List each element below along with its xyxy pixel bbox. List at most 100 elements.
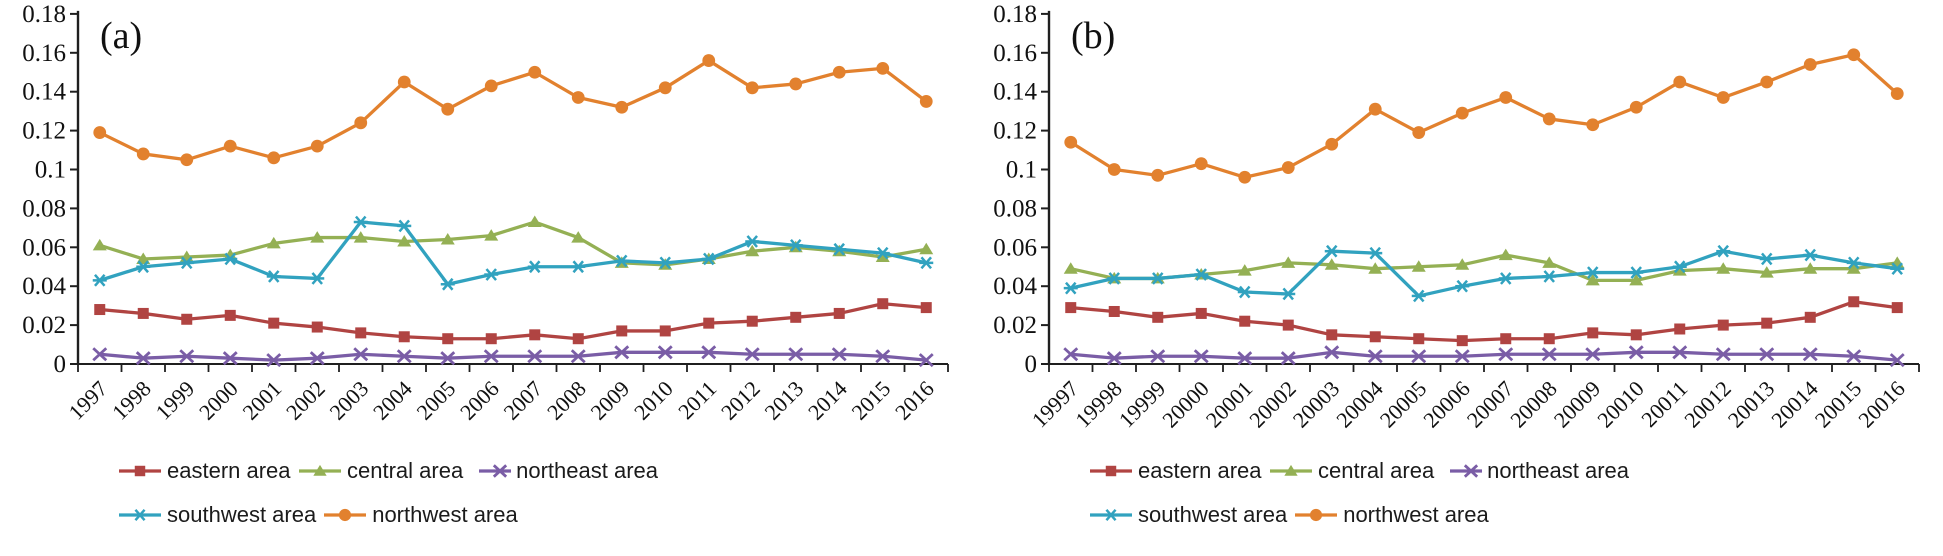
x-marker (918, 353, 934, 368)
star-marker (919, 256, 934, 270)
square-marker (529, 329, 541, 341)
x-tick-label: 20002 (1244, 376, 1301, 433)
x-tick-label: 19999 (1114, 376, 1171, 433)
square-marker (1587, 327, 1599, 339)
x-tick-label: 2005 (411, 376, 460, 425)
star-marker (397, 219, 412, 233)
series-northeast-area-markers (1063, 345, 1905, 368)
square-marker (137, 307, 149, 319)
legend-row: eastern area central area northeast area (1089, 458, 1629, 484)
x-tick-label: 20013 (1723, 376, 1780, 433)
legend-item-northeast-area: northeast area (478, 458, 658, 484)
circle-marker (615, 100, 629, 114)
x-tick-label: 20008 (1505, 376, 1562, 433)
star-marker (1585, 266, 1600, 279)
circle-marker (1107, 163, 1121, 176)
y-tick-label: 0.08 (22, 195, 66, 222)
circle-marker (223, 139, 237, 153)
circle-marker (919, 95, 933, 108)
star-marker (832, 242, 847, 256)
square-marker (790, 311, 802, 323)
y-tick-label: 0.14 (993, 79, 1037, 106)
series-northeast-area-line (1069, 350, 1899, 362)
series-southwest-area-markers (92, 215, 934, 291)
triangle-marker (1716, 262, 1731, 274)
x-tick-label: 20011 (1636, 376, 1692, 432)
triangle-marker (1411, 260, 1426, 272)
triangle-marker (223, 248, 238, 261)
series-central-area-line (98, 220, 928, 267)
triangle-marker (527, 215, 542, 228)
square-marker (94, 304, 106, 316)
circle-marker (1847, 48, 1861, 62)
circle-marker (832, 65, 846, 79)
x-tick-label: 1997 (63, 376, 112, 425)
series-eastern-area-line (1069, 300, 1899, 343)
star-marker (614, 254, 629, 268)
triangle-marker (310, 231, 325, 243)
y-tick-label: 0.08 (993, 195, 1037, 222)
x-tick-label: 20003 (1288, 376, 1345, 433)
x-tick-label: 20000 (1157, 376, 1214, 433)
x-marker (92, 347, 108, 362)
triangle-marker (266, 236, 281, 249)
legend-swatch-x-icon (479, 464, 512, 478)
x-marker (1280, 351, 1296, 366)
series-central-area-markers (1063, 248, 1905, 286)
circle-marker (571, 91, 585, 104)
x-tick-label: 2016 (890, 376, 939, 425)
star-marker (133, 508, 147, 522)
star-marker (136, 260, 151, 274)
x-marker (1541, 347, 1557, 362)
triangle-marker (1585, 273, 1600, 286)
x-marker (1106, 351, 1122, 366)
legend-item-northeast-area: northeast area (1449, 458, 1629, 484)
square-marker (1804, 311, 1816, 323)
series-eastern-area-markers (1065, 296, 1903, 347)
square-marker (746, 315, 758, 327)
circle-marker (397, 75, 411, 89)
x-marker (1150, 349, 1166, 364)
triangle-marker (1063, 262, 1078, 274)
circle-marker (1542, 112, 1556, 126)
series-northeast-area-markers (92, 345, 934, 368)
y-tick-label: 0.04 (993, 273, 1037, 300)
square-marker (485, 333, 497, 345)
x-marker (309, 351, 325, 366)
square-marker (703, 317, 715, 329)
star-marker (1455, 279, 1470, 293)
square-marker (1630, 329, 1642, 341)
star-marker (571, 260, 586, 274)
x-marker (527, 349, 543, 364)
x-marker (788, 347, 804, 362)
x-tick-label: 20016 (1853, 376, 1910, 433)
legend-row: eastern area central area northeast area (118, 458, 658, 484)
square-marker (1761, 317, 1773, 329)
square-marker (1326, 329, 1338, 341)
x-tick-label: 19997 (1027, 376, 1084, 433)
square-marker (442, 333, 454, 345)
legend-label: northeast area (1487, 458, 1629, 483)
legend-label: northwest area (1343, 502, 1489, 527)
star-marker (1803, 248, 1818, 262)
x-tick-label: 2008 (542, 376, 591, 425)
legend-swatch-circle-icon (1295, 508, 1338, 522)
x-tick-label: 2014 (803, 376, 852, 425)
circle-marker (1890, 87, 1904, 101)
triangle-marker (919, 242, 934, 255)
square-marker (1891, 302, 1903, 314)
x-marker (1759, 347, 1775, 362)
triangle-marker (1237, 264, 1252, 276)
x-marker (1454, 349, 1470, 364)
x-marker (396, 349, 412, 364)
triangle-marker (92, 238, 107, 251)
square-marker (1108, 305, 1120, 317)
x-tick-label: 2009 (585, 376, 634, 425)
star-marker (1368, 246, 1383, 260)
circle-marker (876, 61, 890, 75)
square-marker (1282, 319, 1294, 331)
circle-marker (267, 151, 281, 165)
star-marker (658, 256, 673, 270)
legend-swatch-circle-icon (324, 508, 367, 522)
triangle-marker (571, 231, 586, 243)
